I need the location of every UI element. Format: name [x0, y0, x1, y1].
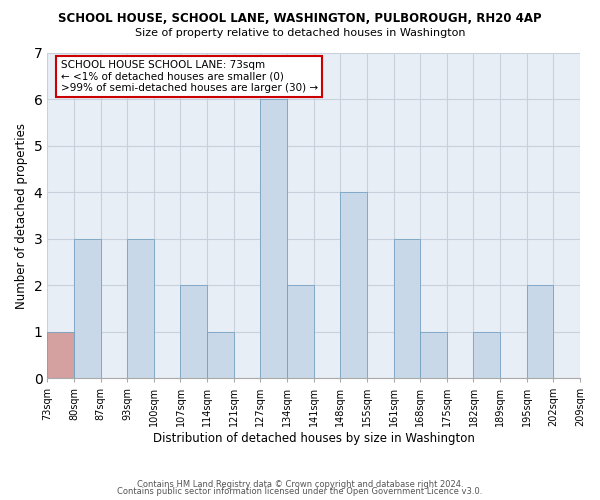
Bar — [394, 238, 420, 378]
Bar — [340, 192, 367, 378]
Bar — [127, 238, 154, 378]
Bar — [473, 332, 500, 378]
Bar — [287, 285, 314, 378]
Bar — [527, 285, 553, 378]
Bar — [47, 332, 74, 378]
Bar — [74, 238, 101, 378]
Bar — [207, 332, 234, 378]
Text: Contains public sector information licensed under the Open Government Licence v3: Contains public sector information licen… — [118, 488, 482, 496]
Text: Contains HM Land Registry data © Crown copyright and database right 2024.: Contains HM Land Registry data © Crown c… — [137, 480, 463, 489]
Text: Size of property relative to detached houses in Washington: Size of property relative to detached ho… — [135, 28, 465, 38]
Bar — [420, 332, 447, 378]
Text: SCHOOL HOUSE, SCHOOL LANE, WASHINGTON, PULBOROUGH, RH20 4AP: SCHOOL HOUSE, SCHOOL LANE, WASHINGTON, P… — [58, 12, 542, 26]
Y-axis label: Number of detached properties: Number of detached properties — [15, 122, 28, 308]
Bar — [260, 100, 287, 378]
Bar — [181, 285, 207, 378]
X-axis label: Distribution of detached houses by size in Washington: Distribution of detached houses by size … — [153, 432, 475, 445]
Text: SCHOOL HOUSE SCHOOL LANE: 73sqm
← <1% of detached houses are smaller (0)
>99% of: SCHOOL HOUSE SCHOOL LANE: 73sqm ← <1% of… — [61, 60, 318, 93]
